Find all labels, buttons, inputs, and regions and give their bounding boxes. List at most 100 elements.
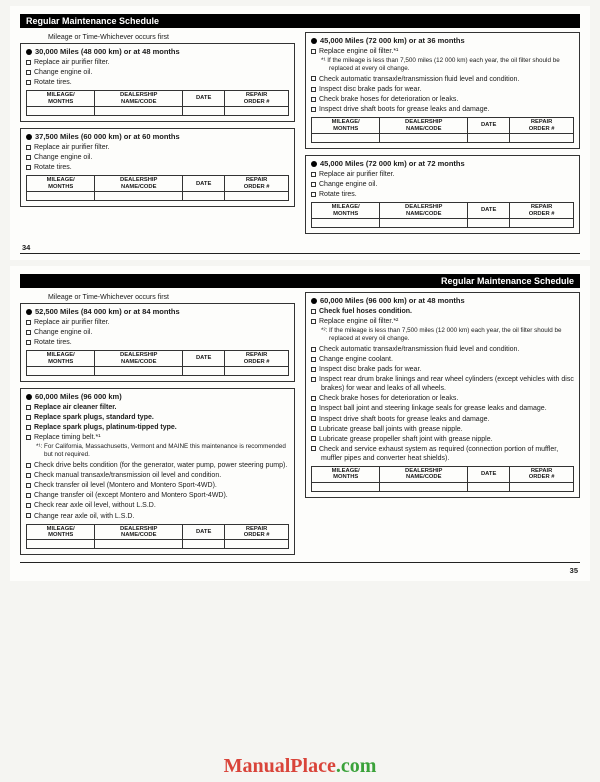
table-header: REPAIRORDER # [510, 118, 574, 134]
checkbox-icon [26, 493, 31, 498]
bullet-icon [311, 298, 317, 304]
table-cell [183, 192, 225, 201]
bullet-icon [26, 49, 32, 55]
record-table: MILEAGE/MONTHSDEALERSHIPNAME/CODEDATEREP… [26, 524, 289, 550]
maintenance-box: 45,000 Miles (72 000 km) or at 72 months… [305, 155, 580, 234]
table-cell [510, 218, 574, 227]
maintenance-box: 52,500 Miles (84 000 km) or at 84 months… [20, 303, 295, 382]
maintenance-box: 30,000 Miles (48 000 km) or at 48 months… [20, 43, 295, 122]
box-title: 60,000 Miles (96 000 km) [26, 392, 289, 401]
table-header: MILEAGE/MONTHS [27, 91, 95, 107]
page-number: 35 [20, 566, 580, 575]
table-cell [225, 192, 289, 201]
checkbox-icon [311, 49, 316, 54]
table-cell [468, 482, 510, 491]
table-cell [510, 133, 574, 142]
bullet-icon [26, 394, 32, 400]
columns: Mileage or Time-Whichever occurs first 5… [20, 292, 580, 561]
table-header: REPAIRORDER # [510, 467, 574, 483]
checklist-item: Change engine oil. [26, 328, 289, 337]
page-rule [20, 562, 580, 563]
maintenance-box: 60,000 Miles (96 000 km) or at 48 months… [305, 292, 580, 498]
checklist-item: Change engine oil. [26, 153, 289, 162]
bullet-icon [311, 38, 317, 44]
table-header: DEALERSHIPNAME/CODE [95, 351, 183, 367]
checklist-item: Change transfer oil (except Montero and … [26, 491, 289, 500]
checklist-item: Rotate tires. [26, 78, 289, 87]
checkbox-icon [26, 145, 31, 150]
checklist-item: Replace timing belt.*¹ [26, 433, 289, 442]
table-header: MILEAGE/MONTHS [27, 351, 95, 367]
table-header: DATE [183, 351, 225, 367]
checklist-item: Inspect drive shaft boots for grease lea… [311, 415, 574, 424]
checkbox-icon [311, 182, 316, 187]
box-title: 60,000 Miles (96 000 km) or at 48 months [311, 296, 574, 305]
header-bar: Regular Maintenance Schedule [20, 14, 580, 28]
table-header: REPAIRORDER # [225, 176, 289, 192]
checkbox-icon [311, 309, 316, 314]
table-header: DATE [468, 467, 510, 483]
checkbox-icon [26, 405, 31, 410]
checklist-item: Rotate tires. [26, 163, 289, 172]
table-cell [225, 540, 289, 549]
checkbox-icon [311, 357, 316, 362]
watermark-text-b: .com [336, 755, 377, 777]
checklist-item: Check automatic transaxle/transmission f… [311, 75, 574, 84]
table-cell [95, 367, 183, 376]
record-table: MILEAGE/MONTHSDEALERSHIPNAME/CODEDATEREP… [311, 466, 574, 492]
checkbox-icon [311, 192, 316, 197]
page-number: 34 [20, 243, 580, 252]
checklist-item: Replace engine oil filter.*² [311, 317, 574, 326]
checklist-item: Rotate tires. [311, 190, 574, 199]
checklist-item: Check fuel hoses condition. [311, 307, 574, 316]
maintenance-box: 45,000 Miles (72 000 km) or at 36 months… [305, 32, 580, 149]
table-cell [312, 482, 380, 491]
table-header: DEALERSHIPNAME/CODE [380, 118, 468, 134]
table-cell [468, 218, 510, 227]
table-header: MILEAGE/MONTHS [312, 203, 380, 219]
checklist-item: Inspect disc brake pads for wear. [311, 365, 574, 374]
table-cell [27, 107, 95, 116]
table-header: MILEAGE/MONTHS [312, 118, 380, 134]
checkbox-icon [311, 107, 316, 112]
bullet-icon [26, 134, 32, 140]
checkbox-icon [311, 319, 316, 324]
checklist-item: Inspect drive shaft boots for grease lea… [311, 105, 574, 114]
checkbox-icon [311, 416, 316, 421]
right-col: 45,000 Miles (72 000 km) or at 36 months… [305, 32, 580, 240]
table-cell [312, 218, 380, 227]
footnote: *¹ If the mileage is less than 7,500 mil… [311, 57, 574, 73]
record-table: MILEAGE/MONTHSDEALERSHIPNAME/CODEDATEREP… [26, 350, 289, 376]
checklist-item: Replace air purifier filter. [26, 143, 289, 152]
watermark-text-a: ManualPlace [224, 755, 336, 777]
checkbox-icon [26, 415, 31, 420]
table-cell [380, 482, 468, 491]
checkbox-icon [26, 340, 31, 345]
table-cell [312, 133, 380, 142]
checkbox-icon [311, 347, 316, 352]
table-header: DEALERSHIPNAME/CODE [95, 91, 183, 107]
checkbox-icon [26, 70, 31, 75]
checkbox-icon [26, 463, 31, 468]
table-header: REPAIRORDER # [225, 91, 289, 107]
footnote: *¹: For California, Massachusetts, Vermo… [26, 443, 289, 459]
table-header: MILEAGE/MONTHS [312, 467, 380, 483]
caption: Mileage or Time-Whichever occurs first [48, 34, 295, 41]
record-table: MILEAGE/MONTHSDEALERSHIPNAME/CODEDATEREP… [26, 90, 289, 116]
record-table: MILEAGE/MONTHSDEALERSHIPNAME/CODEDATEREP… [311, 117, 574, 143]
checkbox-icon [26, 483, 31, 488]
checkbox-icon [311, 446, 316, 451]
table-cell [95, 107, 183, 116]
table-cell [183, 107, 225, 116]
checklist-item: Check rear axle oil level, without L.S.D… [26, 501, 289, 510]
table-header: DATE [468, 118, 510, 134]
checkbox-icon [311, 76, 316, 81]
box-title: 45,000 Miles (72 000 km) or at 72 months [311, 159, 574, 168]
checkbox-icon [26, 513, 31, 518]
checklist-item: Inspect ball joint and steering linkage … [311, 404, 574, 413]
table-cell [468, 133, 510, 142]
checkbox-icon [26, 473, 31, 478]
right-col: 60,000 Miles (96 000 km) or at 48 months… [305, 292, 580, 561]
table-cell [225, 367, 289, 376]
table-header: DEALERSHIPNAME/CODE [380, 203, 468, 219]
